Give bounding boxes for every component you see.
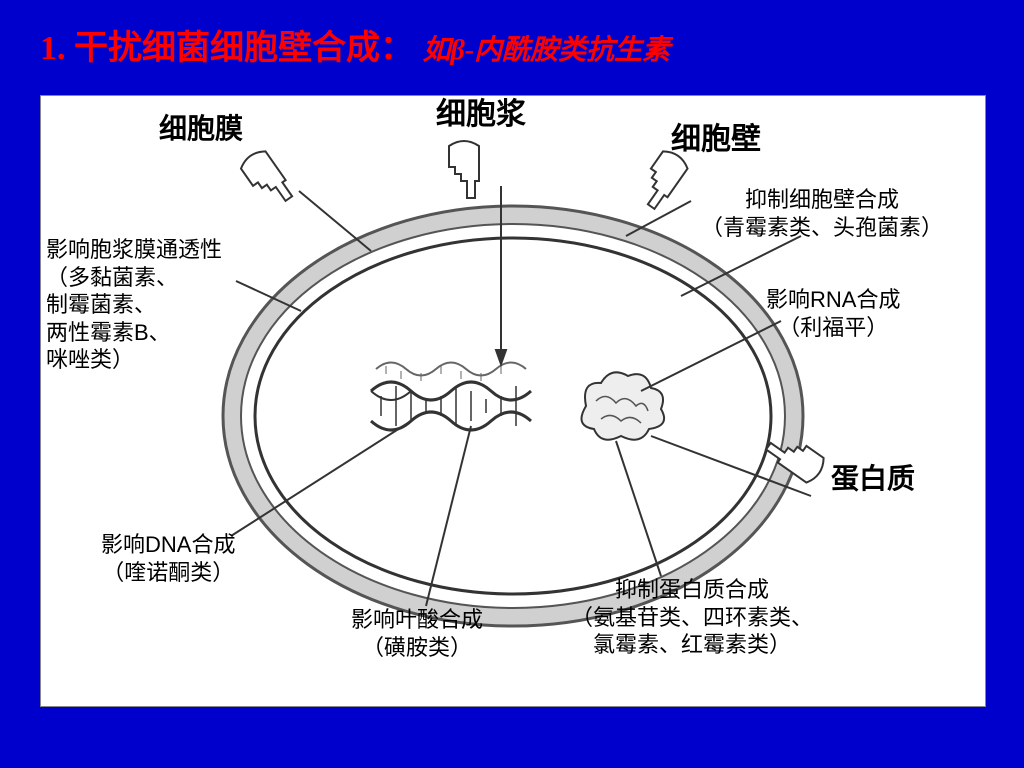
diagram-container: 细胞膜 细胞浆 细胞壁 抑制细胞壁合成 （青霉素类、头孢菌素） 影响RNA合成 … [40, 95, 986, 707]
label-rna: 影响RNA合成 （利福平） [766, 286, 900, 341]
title-main: 干扰细菌细胞壁合成： [74, 30, 414, 67]
label-wall-synth: 抑制细胞壁合成 （青霉素类、头孢菌素） [701, 186, 943, 241]
label-wall: 细胞壁 [671, 121, 761, 159]
cell-membrane [255, 238, 771, 594]
label-protein: 蛋白质 [831, 461, 915, 496]
slide-root: 1. 干扰细菌细胞壁合成： 如β-内酰胺类抗生素 [0, 0, 1024, 768]
label-permeability: 影响胞浆膜通透性 （多黏菌素、 制霉菌素、 两性霉素B、 咪唑类） [46, 236, 222, 374]
label-membrane: 细胞膜 [159, 111, 243, 146]
title-prefix: 1. [40, 30, 66, 67]
label-folate: 影响叶酸合成 （磺胺类） [351, 606, 483, 661]
label-dna: 影响DNA合成 （喹诺酮类） [101, 531, 235, 586]
slide-title: 1. 干扰细菌细胞壁合成： 如β-内酰胺类抗生素 [40, 20, 670, 69]
title-sub: 如β-内酰胺类抗生素 [423, 35, 671, 66]
label-cytoplasm: 细胞浆 [436, 96, 526, 134]
label-protein-synth: 抑制蛋白质合成 （氨基苷类、四环素类、 氯霉素、红霉素类） [571, 576, 813, 659]
